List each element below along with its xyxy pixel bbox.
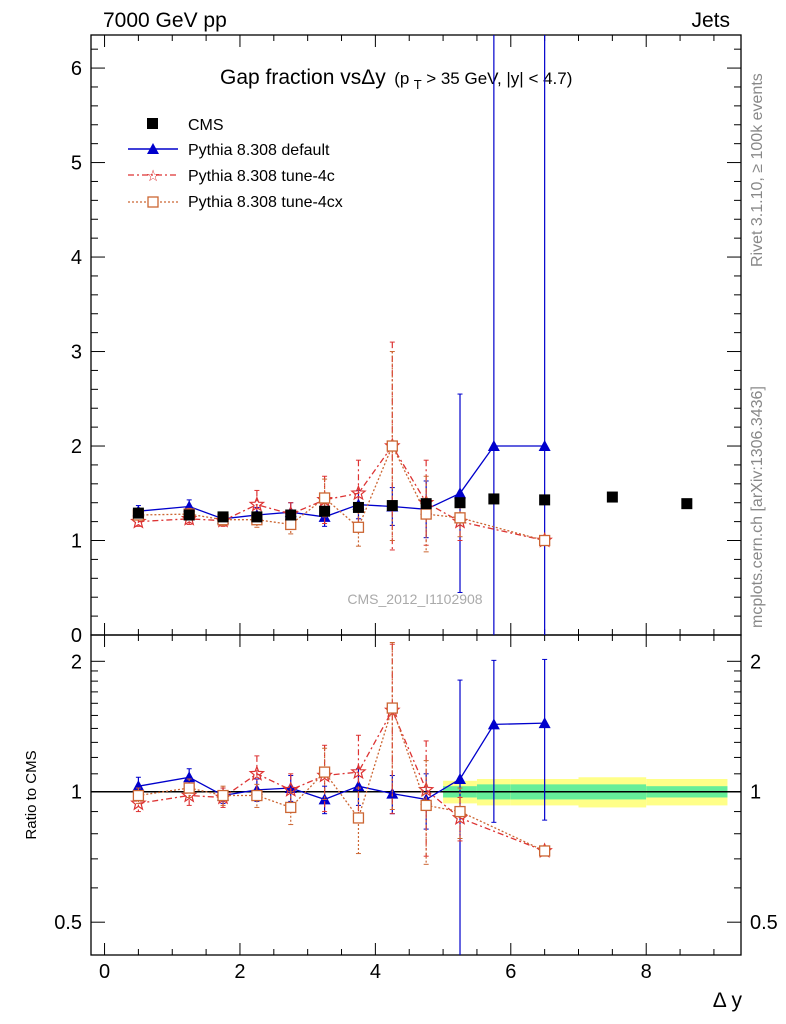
ratio-point-tune-4cx — [318, 766, 331, 778]
ratio-point-tune-4cx — [132, 789, 145, 802]
main-point-default — [454, 487, 467, 499]
ratio-point-tune-4cx — [251, 789, 263, 802]
ratio-y-tick-label-right: 0.5 — [750, 912, 778, 934]
plot-title-main: Gap fraction vsΔy — [220, 66, 386, 89]
ratio-point-default — [538, 717, 551, 729]
main-y-tick-label: 6 — [71, 58, 82, 80]
legend-entry-cms: CMS — [147, 117, 224, 134]
ratio-point-default — [454, 773, 467, 785]
x-tick-label: 8 — [641, 961, 652, 983]
legend-marker-tune4cx — [147, 196, 159, 208]
x-tick-label: 4 — [370, 961, 381, 983]
main-y-tick-label: 3 — [71, 342, 82, 364]
main-point-cms — [681, 498, 693, 510]
main-point-cms — [420, 498, 432, 510]
ratio-point-default — [183, 771, 196, 783]
x-tick-label: 2 — [234, 961, 245, 983]
ratio-point-tune-4cx — [454, 805, 466, 818]
x-tick-label: 0 — [99, 961, 110, 983]
ratio-point-tune-4c — [350, 763, 367, 780]
legend-label-tune4c: Pythia 8.308 tune-4c — [188, 168, 335, 185]
main-point-tune-4cx — [420, 508, 432, 520]
main-point-cms — [386, 500, 398, 512]
ratio-y-tick-label-right: 2 — [750, 651, 761, 673]
main-y-tick-label: 5 — [71, 153, 82, 175]
main-point-tune-4cx — [386, 440, 398, 452]
axes-ticks: 0 2 4 6 8 0 1 2 3 4 5 6 0.5 0.5 1 1 2 2 — [54, 35, 778, 983]
main-point-default — [487, 440, 500, 452]
x-tick-label: 6 — [505, 961, 516, 983]
ratio-line-default — [138, 722, 545, 801]
main-point-cms — [251, 511, 263, 523]
legend-marker-default — [147, 143, 159, 154]
plot-title-cut-sub: T — [414, 77, 422, 92]
legend-marker-cms — [147, 118, 158, 129]
main-point-cms — [217, 511, 229, 523]
main-point-tune-4cx — [538, 534, 551, 547]
main-y-tick-label: 2 — [71, 436, 82, 458]
ratio-point-default — [386, 787, 399, 799]
x-axis-label: Δ y — [713, 989, 743, 1012]
legend: CMS Pythia 8.308 default ☆ Pythia 8.308 … — [128, 117, 343, 211]
ratio-point-tune-4cx — [217, 789, 229, 802]
ratio-point-default — [352, 780, 365, 792]
legend-label-cms: CMS — [188, 117, 224, 134]
main-point-cms — [488, 493, 500, 505]
ratio-point-tune-4cx — [183, 782, 195, 794]
rivet-label: Rivet 3.1.10, ≥ 100k events — [749, 73, 766, 267]
ratio-y-tick-label-right: 1 — [750, 782, 761, 804]
main-point-cms — [454, 497, 466, 509]
main-point-cms — [183, 509, 195, 521]
main-point-cms — [132, 507, 144, 519]
main-point-tune-4c — [248, 495, 266, 512]
ratio-point-tune-4c — [248, 765, 266, 781]
plot-title: Gap fraction vsΔy (p T > 35 GeV, |y| < 4… — [220, 66, 572, 93]
main-point-tune-4cx — [352, 521, 365, 533]
main-point-cms — [319, 505, 331, 517]
ratio-ylabel: Ratio to CMS — [23, 750, 40, 839]
main-point-cms — [606, 491, 618, 503]
plot-title-cut-prefix: (p — [394, 69, 409, 88]
ratio-point-tune-4cx — [285, 801, 297, 814]
ratio-y-tick-label-left: 0.5 — [54, 912, 82, 934]
ratio-point-default — [132, 780, 145, 792]
legend-entry-tune4cx: Pythia 8.308 tune-4cx — [128, 194, 343, 211]
main-point-default — [538, 440, 551, 452]
ratio-point-tune-4cx — [352, 812, 365, 824]
ratio-point-tune-4cx — [538, 845, 551, 857]
main-point-tune-4cx — [285, 518, 297, 531]
ratio-y-tick-label-left: 1 — [71, 782, 82, 804]
main-point-tune-4cx — [454, 512, 466, 524]
main-y-tick-label: 4 — [71, 247, 82, 269]
main-point-tune-4c — [350, 484, 367, 501]
main-series-marks — [130, 35, 693, 635]
legend-entry-tune4c: ☆ Pythia 8.308 tune-4c — [128, 166, 335, 185]
ratio-point-tune-4cx — [420, 799, 432, 812]
main-line-default — [138, 445, 545, 520]
main-point-cms — [352, 501, 364, 513]
legend-label-default: Pythia 8.308 default — [188, 142, 330, 159]
mcplots-label: mcplots.cern.ch [arXiv:1306.3436] — [749, 386, 766, 628]
analysis-watermark: CMS_2012_I1102908 — [347, 591, 482, 607]
legend-entry-default: Pythia 8.308 default — [128, 142, 330, 159]
ratio-point-tune-4cx — [386, 702, 398, 714]
main-point-tune-4cx — [318, 492, 331, 504]
ratio-point-default — [487, 718, 500, 730]
ratio-y-tick-label-left: 2 — [71, 651, 82, 673]
plot-title-cut-rest: > 35 GeV, |y| < 4.7) — [426, 69, 572, 88]
main-y-tick-label: 1 — [71, 531, 82, 553]
ratio-series-marks — [130, 642, 553, 955]
main-y-tick-label: 0 — [71, 625, 82, 647]
energy-title: 7000 GeV pp — [103, 9, 227, 32]
legend-marker-tune4c: ☆ — [146, 166, 160, 185]
main-point-cms — [285, 509, 297, 521]
main-point-cms — [539, 494, 551, 506]
jets-title: Jets — [691, 9, 730, 32]
ratio-panel-frame — [90, 634, 742, 956]
main-line-tune-4c — [138, 444, 545, 542]
legend-label-tune4cx: Pythia 8.308 tune-4cx — [188, 194, 343, 211]
